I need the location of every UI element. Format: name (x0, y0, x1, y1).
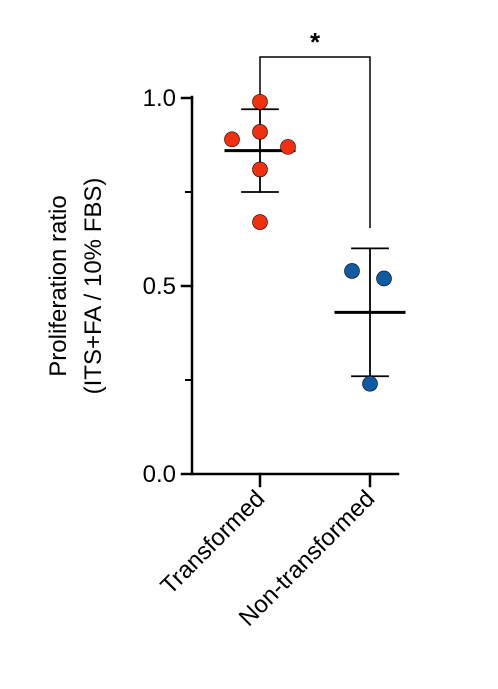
y-tick-label: 0.0 (143, 461, 176, 488)
axes: 0.0 0.5 1.0 (143, 85, 400, 488)
data-point (280, 139, 296, 155)
significance-bracket: * (259, 27, 371, 229)
data-point (224, 131, 240, 148)
y-axis-title: Proliferation ratio (ITS+FA / 10% FBS) (45, 178, 107, 395)
significance-bracket-line (259, 56, 371, 229)
data-point (252, 214, 268, 230)
x-tick-label: Transformed (156, 485, 271, 600)
data-point (344, 263, 360, 279)
error-bars (224, 108, 406, 378)
data-point (376, 270, 392, 287)
data-point (252, 161, 268, 178)
y-tick-label: 1.0 (143, 85, 176, 112)
data-points (224, 93, 392, 392)
y-axis-title-line1: Proliferation ratio (45, 195, 72, 376)
significance-star: * (310, 27, 321, 57)
axis-lines (190, 95, 400, 476)
data-point (252, 93, 268, 110)
data-point (252, 124, 268, 140)
y-axis-title-line2: (ITS+FA / 10% FBS) (80, 178, 107, 395)
data-point (362, 375, 378, 392)
y-tick-label: 0.5 (143, 273, 176, 300)
